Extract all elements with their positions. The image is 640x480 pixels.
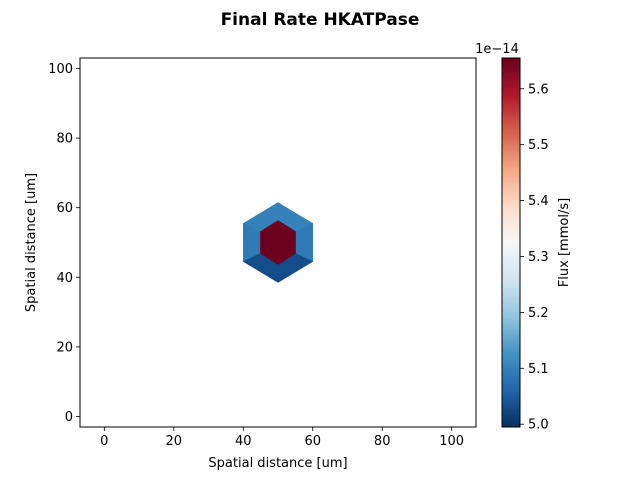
y-axis-label: Spatial distance [um]: [24, 173, 39, 312]
x-tick-label: 60: [304, 434, 321, 449]
x-tick-label: 0: [100, 434, 108, 449]
x-axis-label: Spatial distance [um]: [208, 456, 347, 471]
colorbar-multiplier: 1e−14: [475, 42, 519, 57]
colorbar-ticks: 5.0 5.1 5.2 5.3 5.4 5.5 5.6: [520, 82, 549, 433]
heatmap-cells: [242, 202, 314, 283]
y-tick-label: 60: [56, 201, 73, 216]
x-axis: 0 20 40 60 80 100: [100, 427, 464, 449]
colorbar-gradient: [501, 57, 521, 428]
colorbar-label: Flux [mmol/s]: [557, 198, 572, 287]
plot-frame: [79, 57, 477, 428]
y-tick-label: 0: [65, 410, 73, 425]
colorbar: 5.0 5.1 5.2 5.3 5.4 5.5 5.6 1e−14 Flux [mmol/s…: [475, 42, 572, 433]
y-tick-label: 20: [56, 340, 73, 355]
y-axis: 0 20 40 60 80 100: [48, 62, 80, 425]
x-tick-label: 40: [235, 434, 252, 449]
colorbar-tick-label: 5.2: [528, 306, 549, 321]
colorbar-tick-label: 5.0: [528, 418, 549, 433]
colorbar-tick-label: 5.1: [528, 362, 549, 377]
colorbar-tick-label: 5.6: [528, 82, 549, 97]
x-tick-label: 20: [166, 434, 183, 449]
cell-outer-bottom: [242, 253, 314, 283]
y-tick-label: 80: [56, 132, 73, 147]
x-tick-label: 100: [439, 434, 464, 449]
chart-title: Final Rate HKATPase: [221, 10, 420, 30]
y-tick-label: 100: [48, 62, 73, 77]
plot-area: 0 20 40 60 80 100 0 20 40 60 80 100: [48, 57, 477, 449]
x-tick-label: 80: [374, 434, 391, 449]
colorbar-tick-label: 5.5: [528, 138, 549, 153]
y-tick-label: 40: [56, 271, 73, 286]
colorbar-tick-label: 5.4: [528, 194, 549, 209]
colorbar-tick-label: 5.3: [528, 250, 549, 265]
